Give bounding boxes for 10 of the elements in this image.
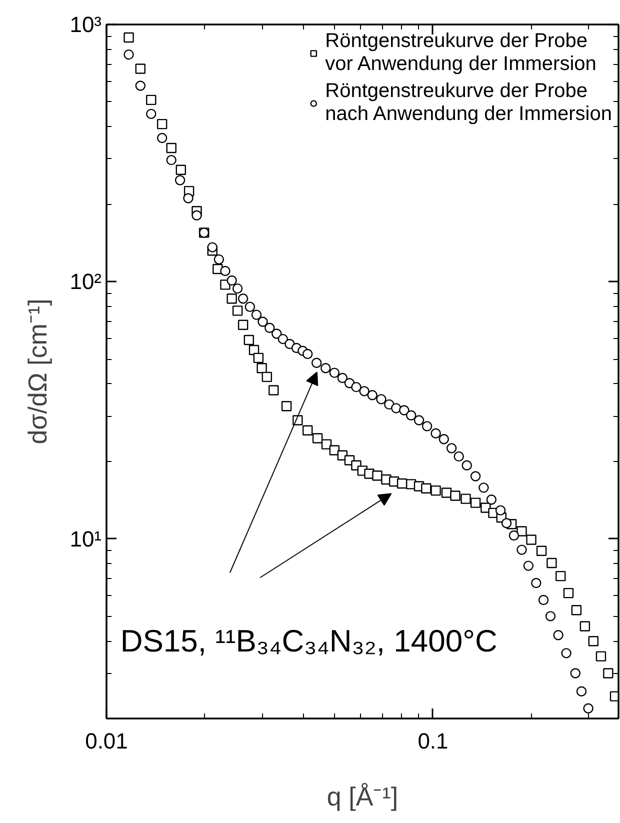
y-tick-label: 10¹: [70, 526, 102, 552]
legend-label: Röntgenstreukurve der Probe nach Anwendung der Immersion: [325, 80, 612, 126]
x-tick-label: 0.01: [85, 728, 128, 754]
legend-label: Röntgenstreukurve der Probe vor Anwendung der Immersion: [325, 30, 596, 76]
y-tick-label: 10³: [70, 12, 102, 37]
x-tick-label: 0.1: [418, 728, 448, 754]
annotation: DS15, ¹¹B₃₄C₃₄N₃₂, 1400°C: [120, 623, 498, 658]
y-tick-label: 10²: [70, 269, 102, 294]
x-axis-title: q [Å⁻¹]: [326, 782, 398, 812]
y-axis-title: dσ/dΩ [cm⁻¹]: [22, 298, 53, 444]
